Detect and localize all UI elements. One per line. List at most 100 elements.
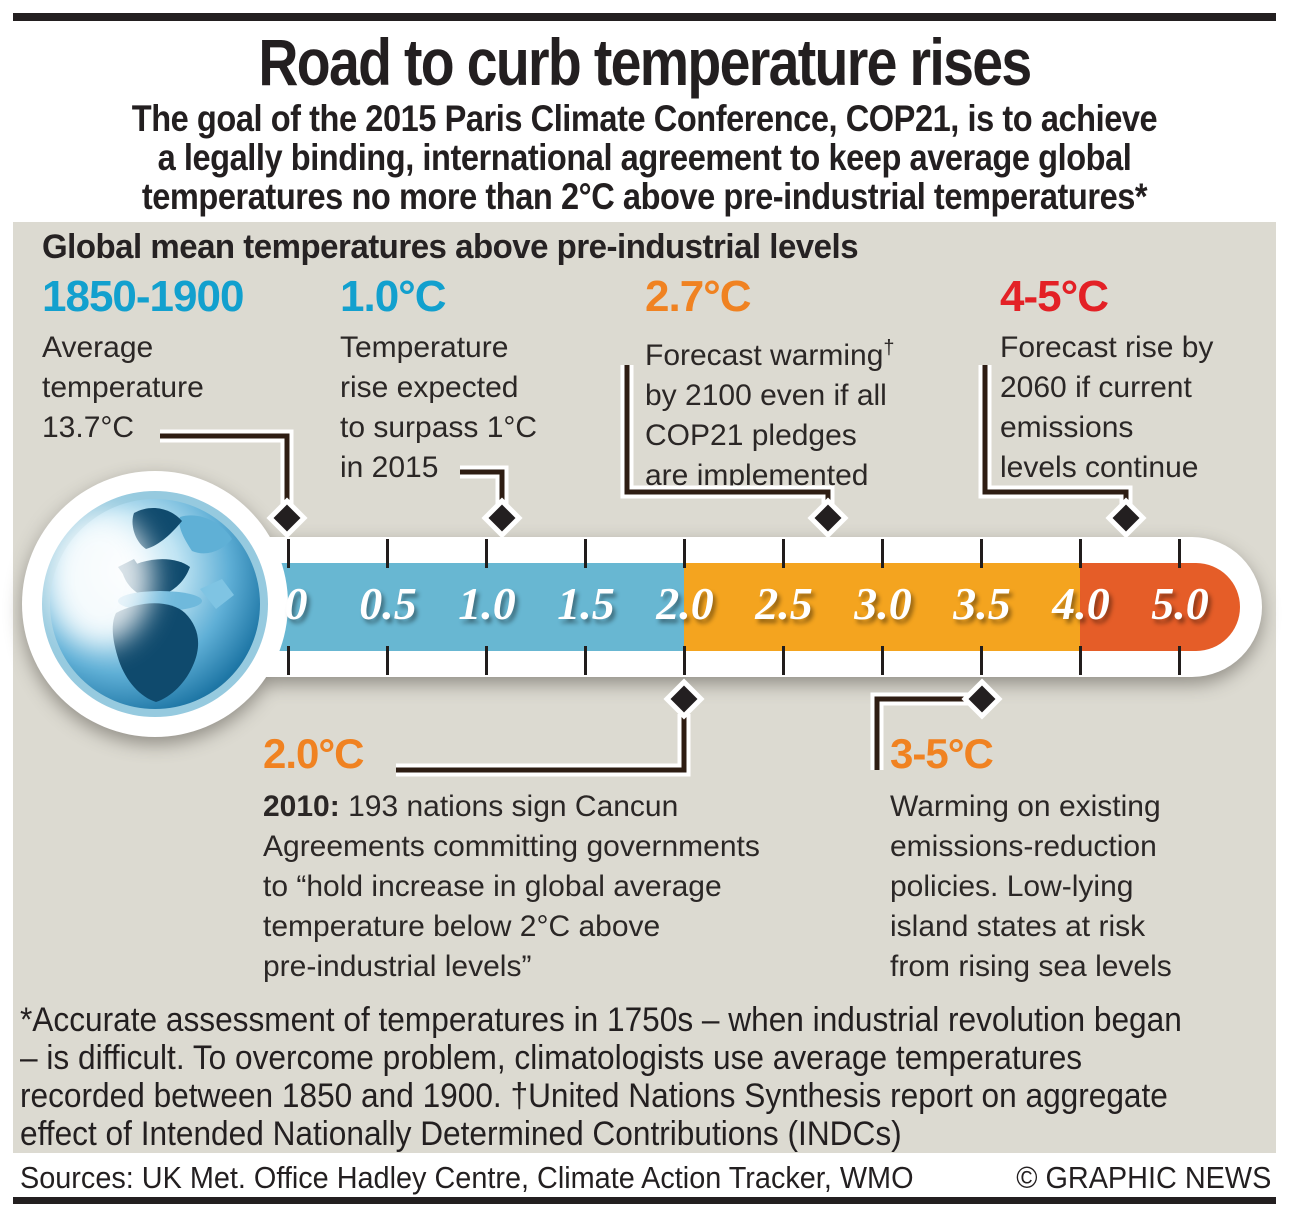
- callout-line: from rising sea levels: [890, 950, 1172, 983]
- tick-40-bottom: [1079, 646, 1082, 675]
- callout-1-degree: 1.0°C Temperature rise expected to surpa…: [340, 274, 537, 488]
- callout-2-degrees: 2.0°C 2010: 193 nations sign Cancun Agre…: [263, 731, 760, 987]
- tick-15-bottom: [584, 646, 587, 675]
- marker-diamond-1-0: [481, 497, 523, 539]
- subtitle-line: a legally binding, international agreeme…: [157, 137, 1132, 178]
- callout-line: Warming on existing: [890, 790, 1161, 823]
- marker-diamond-2-0: [663, 678, 705, 720]
- callout-line: 2010: 193 nations sign Cancun: [263, 787, 760, 827]
- marker-diamonds: [266, 497, 1147, 720]
- bottom-rule: [13, 1197, 1276, 1204]
- scale-label-40: 4.0: [1052, 578, 1110, 629]
- callout-value: 2.7°C: [645, 272, 752, 321]
- tick-30-top: [881, 539, 884, 568]
- callout-line: 2060 if current: [1000, 371, 1192, 404]
- tick-50-top: [1178, 539, 1181, 568]
- callout-line: temperature below 2°C above: [263, 910, 661, 943]
- connector-1850: [160, 433, 290, 504]
- callout-year: 2010:: [263, 790, 340, 823]
- tick-50-bottom: [1178, 646, 1181, 675]
- callout-line: policies. Low-lying: [890, 870, 1134, 903]
- tick-10-top: [485, 539, 488, 568]
- callout-body: 2010: 193 nations sign Cancun Agreements…: [263, 787, 760, 987]
- thermometer-band: [230, 563, 1240, 651]
- tick-0-top: [287, 539, 290, 568]
- globe-land: [132, 507, 182, 549]
- tick-05-bottom: [386, 646, 389, 675]
- footnote: *Accurate assessment of temperatures in …: [20, 1001, 1182, 1153]
- marker-diamond-2-7: [807, 497, 849, 539]
- callout-value: 1850-1900: [42, 272, 244, 321]
- page-subtitle: The goal of the 2015 Paris Climate Confe…: [77, 99, 1211, 216]
- callout-line: emissions-reduction: [890, 830, 1157, 863]
- callout-line-text: 193 nations sign Cancun: [339, 790, 679, 823]
- callout-line: by 2100 even if all: [645, 379, 887, 412]
- callout-line: emissions: [1000, 411, 1134, 444]
- callout-1850-1900: 1850-1900 Average temperature 13.7°C: [42, 272, 244, 448]
- tick-25-top: [782, 539, 785, 568]
- band-segment-blue: [230, 563, 684, 651]
- scale-label-10: 1.0: [458, 578, 516, 629]
- tick-20-bottom: [683, 646, 686, 675]
- callout-line: to “hold increase in global average: [263, 870, 722, 903]
- scale-label-25: 2.5: [755, 578, 813, 629]
- panel-heading: Global mean temperatures above pre-indus…: [42, 228, 859, 266]
- connector-2-7: [624, 365, 831, 504]
- footnote-line: *Accurate assessment of temperatures in …: [20, 1001, 1182, 1039]
- callout-line: rise expected: [340, 371, 519, 404]
- marker-diamond-3-5: [961, 678, 1003, 720]
- tick-10-bottom: [485, 646, 488, 675]
- globe-land-light: [179, 515, 232, 554]
- marker-diamond-4-5: [1105, 497, 1147, 539]
- tick-20-top: [683, 539, 686, 568]
- footnote-line: recorded between 1850 and 1900. †United …: [20, 1077, 1168, 1115]
- callout-line: levels continue: [1000, 451, 1199, 484]
- subtitle-line: The goal of the 2015 Paris Climate Confe…: [131, 98, 1158, 139]
- scale-label-35: 3.5: [953, 578, 1011, 629]
- tick-15-top: [584, 539, 587, 568]
- globe-illustration: [22, 471, 288, 737]
- footnote-line: – is difficult. To overcome problem, cli…: [20, 1039, 1083, 1077]
- callout-value: 4-5°C: [1000, 272, 1109, 321]
- connector-3-5: [874, 696, 972, 770]
- callout-line: temperature: [42, 371, 204, 404]
- callout-line: 13.7°C: [42, 411, 135, 444]
- callout-3-5-degrees: 3-5°C Warming on existing emissions-redu…: [890, 731, 1172, 987]
- tick-40-top: [1079, 539, 1082, 568]
- top-rule: [13, 13, 1276, 21]
- tick-0-bottom: [287, 646, 290, 675]
- callout-line: Temperature: [340, 331, 509, 364]
- callout-body: Temperature rise expected to surpass 1°C…: [340, 328, 537, 488]
- callout-line: COP21 pledges: [645, 419, 857, 452]
- tick-30-bottom: [881, 646, 884, 675]
- globe-land-light: [200, 579, 234, 609]
- callout-line: Forecast rise by: [1000, 331, 1214, 364]
- callout-value: 3-5°C: [890, 730, 994, 777]
- scale-label-05: 0.5: [359, 578, 417, 629]
- subtitle-line: temperatures no more than 2°C above pre-…: [141, 176, 1148, 217]
- tick-35-top: [980, 539, 983, 568]
- scale-label-15: 1.5: [557, 578, 615, 629]
- callout-value: 2.0°C: [263, 730, 365, 777]
- callout-line: in 2015: [340, 451, 439, 484]
- callout-value: 1.0°C: [340, 272, 447, 321]
- callout-4-5-degrees: 4-5°C Forecast rise by 2060 if current e…: [1000, 274, 1213, 488]
- dagger-mark: †: [883, 337, 895, 359]
- callout-line: Average: [42, 331, 154, 364]
- connector-4-5: [982, 365, 1129, 504]
- tick-35-bottom: [980, 646, 983, 675]
- band-segment-red: [1080, 563, 1240, 651]
- scale-label-0: 0: [284, 578, 308, 629]
- callout-body: Warming on existing emissions-reduction …: [890, 787, 1172, 987]
- page-title: Road to curb temperature rises: [258, 25, 1032, 99]
- callout-line: pre-industrial levels”: [263, 950, 532, 983]
- scale-label-50: 5.0: [1151, 578, 1209, 629]
- callout-line: Forecast warming†: [645, 328, 895, 376]
- marker-diamond-0: [266, 497, 308, 539]
- sources-line: Sources: UK Met. Office Hadley Centre, C…: [20, 1160, 914, 1195]
- thermometer-bulb: [22, 471, 288, 737]
- callout-line: island states at risk: [890, 910, 1146, 943]
